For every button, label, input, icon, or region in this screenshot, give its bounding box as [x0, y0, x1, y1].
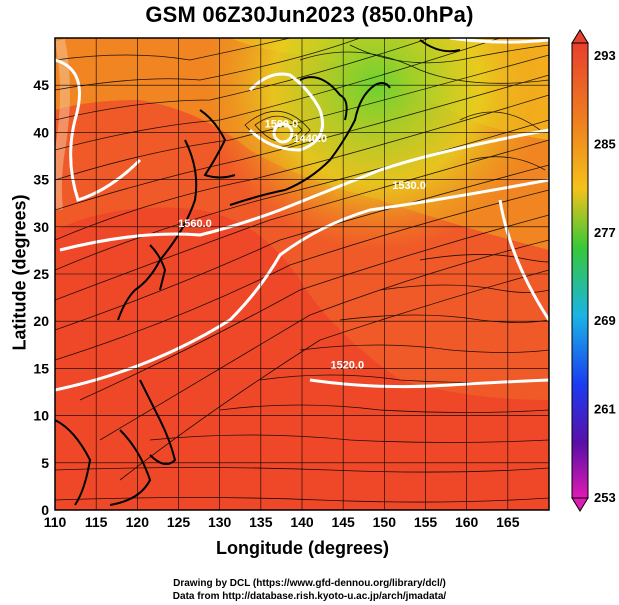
colorbar-label: 269 — [594, 313, 616, 328]
coastlines — [55, 39, 461, 506]
contour-label: 1520.0 — [330, 359, 364, 371]
contour-labels: 1560.0 1500.0 1530.0 1440.0 1520.0 — [178, 119, 426, 372]
colorbar-bar — [571, 42, 589, 499]
credit-drawing: Drawing by DCL (https://www.gfd-dennou.o… — [173, 578, 446, 589]
y-tick-label: 30 — [33, 219, 49, 235]
x-tick-labels: 110 115 120 125 130 135 140 145 150 155 160 165 — [44, 514, 520, 530]
credit-data: Data from http://database.rish.kyoto-u.a… — [172, 591, 447, 602]
y-tick-label: 10 — [33, 408, 49, 424]
plot-frame — [54, 37, 550, 511]
y-tick-label: 15 — [33, 360, 49, 376]
y-tick-label: 20 — [33, 313, 49, 329]
colorbar-label: 285 — [594, 136, 616, 151]
y-tick-label: 5 — [41, 455, 49, 471]
contour-label: 1530.0 — [392, 180, 426, 192]
x-tick-label: 110 — [44, 514, 67, 530]
y-tick-label: 0 — [41, 502, 49, 518]
x-tick-label: 140 — [290, 514, 314, 530]
chart-title: GSM 06Z30Jun2023 (850.0hPa) — [145, 2, 474, 27]
y-axis-label: Latitude (degrees) — [9, 194, 30, 351]
colorbar-label: 293 — [594, 48, 616, 63]
y-tick-label: 45 — [33, 77, 49, 93]
x-tick-label: 165 — [496, 514, 520, 530]
x-axis-label: Longitude (degrees) — [215, 538, 389, 558]
colorbar-bottom-arrow — [571, 497, 589, 512]
colorbar-label: 261 — [594, 402, 616, 417]
x-tick-label: 130 — [208, 514, 232, 530]
colorbar-top-arrow — [571, 29, 589, 44]
x-tick-label: 135 — [249, 514, 273, 530]
x-tick-label: 160 — [455, 514, 479, 530]
x-tick-label: 125 — [167, 514, 191, 530]
colorbar: 293 285 277 269 261 253 — [571, 29, 616, 512]
streamlines — [55, 38, 549, 503]
y-tick-label: 40 — [33, 124, 49, 140]
colorbar-label: 277 — [594, 225, 616, 240]
height-contours — [55, 38, 549, 392]
x-tick-label: 115 — [85, 514, 108, 530]
y-tick-label: 25 — [33, 266, 49, 282]
x-tick-label: 150 — [373, 514, 397, 530]
contour-label: 1560.0 — [178, 218, 212, 230]
y-tick-labels: 0 5 10 15 20 25 30 35 40 45 — [33, 77, 49, 518]
x-tick-label: 145 — [331, 514, 355, 530]
colorbar-label: 253 — [594, 490, 616, 505]
graticule — [55, 38, 549, 510]
contour-label: 1500.0 — [265, 119, 299, 131]
x-tick-label: 155 — [414, 514, 438, 530]
y-tick-label: 35 — [33, 172, 49, 188]
contour-label: 1440.0 — [293, 133, 327, 145]
x-tick-label: 120 — [126, 514, 150, 530]
